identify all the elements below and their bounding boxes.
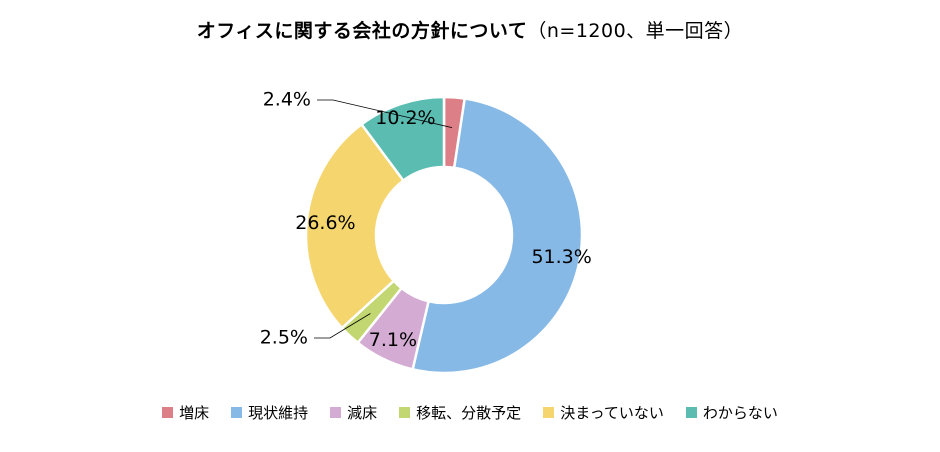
data-label-5: 26.6% xyxy=(295,212,355,234)
leader-line-4 xyxy=(314,313,371,339)
legend-swatch-5 xyxy=(543,407,555,418)
donut-slices xyxy=(304,95,584,375)
legend-item-2: 現状維持 xyxy=(231,402,308,423)
slice-2 xyxy=(411,97,584,375)
legend-label-1: 増床 xyxy=(179,404,210,422)
leader-line-1 xyxy=(317,99,453,129)
legend-label-5: 決まっていない xyxy=(560,404,664,422)
slice-5 xyxy=(304,122,406,330)
legend-item-4: 移転、分散予定 xyxy=(399,402,521,423)
data-label-1: 2.4% xyxy=(263,89,311,111)
legend-item-3: 減床 xyxy=(330,402,377,423)
chart-subtitle: （n=1200、単一回答） xyxy=(527,20,744,42)
data-label-6: 10.2% xyxy=(375,107,435,129)
legend-swatch-4 xyxy=(399,407,411,418)
legend-swatch-2 xyxy=(231,407,243,418)
legend-label-2: 現状維持 xyxy=(248,404,309,422)
legend-item-6: わからない xyxy=(685,402,778,423)
legend-swatch-6 xyxy=(685,407,697,418)
leader-lines xyxy=(314,99,453,339)
chart-title: オフィスに関する会社の方針について（n=1200、単一回答） xyxy=(0,16,940,43)
data-label-3: 7.1% xyxy=(369,329,417,351)
legend-item-5: 決まっていない xyxy=(543,402,664,423)
legend-item-1: 増床 xyxy=(162,402,209,423)
data-labels: 2.4% 51.3% 7.1% 2.5% 26.6% 10.2% xyxy=(260,89,592,351)
legend-label-6: わからない xyxy=(702,404,778,422)
legend-swatch-3 xyxy=(330,407,342,418)
data-label-2: 51.3% xyxy=(531,246,591,268)
legend-label-4: 移転、分散予定 xyxy=(416,404,522,422)
legend: 増床 現状維持 減床 移転、分散予定 決まっていない わからない xyxy=(0,402,940,423)
legend-swatch-1 xyxy=(162,407,174,418)
legend-label-3: 減床 xyxy=(347,404,378,422)
data-label-4: 2.5% xyxy=(260,327,308,349)
chart-title-main: オフィスに関する会社の方針について xyxy=(196,20,528,42)
